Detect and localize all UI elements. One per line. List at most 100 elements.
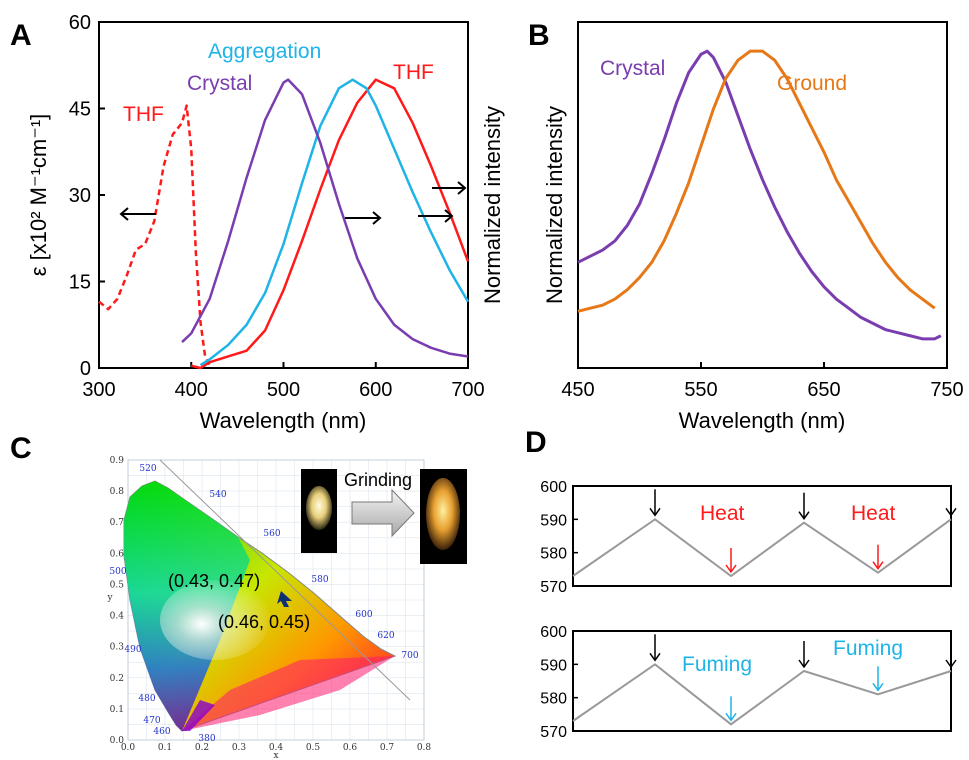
y-axis-label-right-a: Normalized intensity <box>480 106 505 304</box>
series-label-crystal-b: Crystal <box>600 57 665 80</box>
x-tick-label: 400 <box>175 379 208 401</box>
x-tick-label: 500 <box>267 379 300 401</box>
cie-y-tick: 0.3 <box>110 643 125 653</box>
series-line-ground <box>577 49 936 313</box>
x-tick-label: 700 <box>451 379 484 401</box>
wavelength-mark-500: 500 <box>109 567 126 577</box>
y-tick-label: 30 <box>69 185 91 207</box>
y-axis-label-b: Normalized intensity <box>542 106 567 304</box>
coordinate-label-ground: (0.46, 0.45) <box>218 612 310 632</box>
wavelength-mark-520: 520 <box>139 464 156 474</box>
panel-a: A 300 400 500 600 700 0 15 30 45 60 THF Aggregati… <box>10 12 505 433</box>
plot-frame-d-top <box>572 485 952 587</box>
y-axis-label-a: ε [x10² M⁻¹cm⁻¹] <box>26 114 51 277</box>
x-axis-label-a: Wavelength (nm) <box>200 408 367 433</box>
series-line-aggregation-solid <box>199 78 470 367</box>
grinding-label: Grinding <box>344 470 412 490</box>
series-lines-d <box>572 518 952 726</box>
coordinate-label-crystal: (0.43, 0.47) <box>168 571 260 591</box>
y-tick-label: 60 <box>69 12 91 34</box>
cie-y-tick: 0.2 <box>110 674 124 684</box>
arrowhead-left-icon <box>119 207 129 221</box>
heat-label-1: Heat <box>700 502 745 525</box>
ground-photo-glow <box>426 478 460 550</box>
y-tick-label: 570 <box>540 579 567 596</box>
fuming-label-1: Fuming <box>682 653 752 676</box>
cie-x-label: x <box>273 751 278 760</box>
cie-x-tick: 0.7 <box>380 743 395 753</box>
panel-letter-d: D <box>525 426 547 459</box>
down-arrowhead-icon <box>649 652 661 662</box>
y-tick-label: 580 <box>540 546 567 563</box>
arrowhead-right-icon <box>457 181 467 195</box>
series-label-ground: Ground <box>777 72 847 95</box>
panel-d: D 570 580 590 600 570 580 590 600 Heat Heat Fum… <box>525 426 957 741</box>
cie-y-tick: 0.0 <box>110 736 125 746</box>
crystal-photo-glow <box>306 486 332 530</box>
cie-x-tick: 0.1 <box>158 743 172 753</box>
series-line-thf-dashed <box>98 104 211 366</box>
y-tick-label: 570 <box>540 724 567 741</box>
x-tick-label: 750 <box>930 379 963 401</box>
plot-frame-b <box>577 21 948 369</box>
x-tick-label: 300 <box>82 379 115 401</box>
series-line-crystal <box>577 49 942 341</box>
arrowhead-right-icon <box>372 211 382 225</box>
y-tick-label: 580 <box>540 691 567 708</box>
trace-line-heat <box>572 518 952 578</box>
cie-y-tick: 0.9 <box>110 456 125 466</box>
down-arrowhead-icon <box>649 507 661 517</box>
cie-x-tick: 0.4 <box>269 743 284 753</box>
fuming-label-2: Fuming <box>833 637 903 660</box>
y-tick-label: 590 <box>540 657 567 674</box>
cie-x-tick: 0.6 <box>343 743 358 753</box>
panel-letter-a: A <box>10 19 32 52</box>
cie-y-tick: 0.5 <box>110 580 125 590</box>
y-tick-label: 600 <box>540 479 567 496</box>
y-tick-label: 15 <box>69 272 91 294</box>
wavelength-mark-600: 600 <box>355 610 372 620</box>
cie-x-tick: 0.5 <box>306 743 321 753</box>
grinding-arrow-icon <box>351 488 415 538</box>
y-tick-label: 590 <box>540 512 567 529</box>
wavelength-mark-560: 560 <box>263 529 280 539</box>
y-tick-label: 45 <box>69 99 91 121</box>
wavelength-mark-700: 700 <box>401 651 418 661</box>
cie-x-tick: 0.2 <box>195 743 209 753</box>
cie-y-label: y <box>106 593 113 603</box>
y-tick-label: 0 <box>80 358 91 380</box>
wavelength-mark-380: 380 <box>198 734 215 744</box>
axis-ticks-b: 450 550 650 750 <box>561 362 964 401</box>
cie-y-tick: 0.6 <box>110 549 125 559</box>
cie-x-tick: 0.8 <box>417 743 432 753</box>
x-tick-label: 550 <box>684 379 717 401</box>
direction-arrows-a <box>119 181 467 225</box>
plot-frame-d-bottom <box>572 630 952 732</box>
down-arrowhead-icon <box>872 682 884 692</box>
series-label-aggregation: Aggregation <box>208 40 321 63</box>
down-arrowhead-icon <box>945 659 957 669</box>
series-label-thf-em: THF <box>393 61 434 84</box>
cie-axis-ticks: 0.0 0.1 0.2 0.3 0.4 0.5 0.6 0.7 0.8 0.0 0.1 0.2 0.3 0… <box>110 456 432 753</box>
heat-label-2: Heat <box>851 502 896 525</box>
panel-b: B 450 550 650 750 Crystal Ground Wavelength… <box>528 19 964 433</box>
cie-x-tick: 0.0 <box>121 743 136 753</box>
down-arrowhead-icon <box>872 561 884 570</box>
axis-ticks-a: 300 400 500 600 700 0 15 30 45 60 <box>69 12 485 401</box>
arrowhead-right-icon <box>444 209 454 223</box>
series-label-thf-abs: THF <box>123 103 164 126</box>
down-arrowhead-icon <box>725 564 737 574</box>
down-arrowhead-icon <box>798 511 810 520</box>
down-arrowhead-icon <box>725 712 737 722</box>
cie-violet-region <box>182 700 215 731</box>
cie-magenta-region <box>182 656 395 731</box>
series-lines-b <box>577 49 942 341</box>
peak-arrows-d <box>649 489 957 722</box>
panel-letter-b: B <box>528 19 550 52</box>
cie-y-tick: 0.4 <box>110 612 125 622</box>
trace-line-fuming <box>572 663 952 726</box>
wavelength-mark-580: 580 <box>311 575 328 585</box>
cie-y-tick: 0.1 <box>110 705 124 715</box>
